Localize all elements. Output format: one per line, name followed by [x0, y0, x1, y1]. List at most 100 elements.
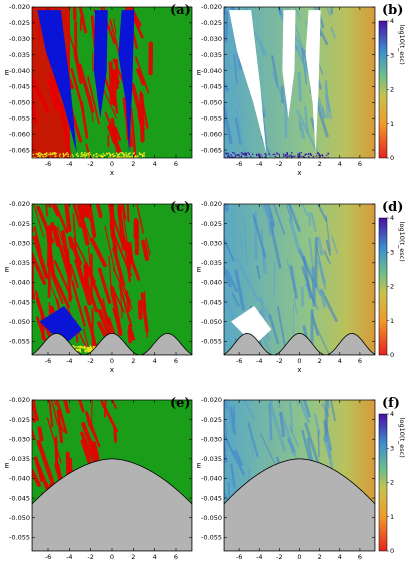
basin-yellow-dot [142, 154, 144, 157]
basin-red-streak [111, 400, 117, 409]
x-tick-label: 4 [153, 357, 157, 365]
escape-time-dot [230, 154, 232, 156]
y-tick-label: -0.045 [9, 494, 30, 502]
colorbar-label: log10(t_esc) [398, 222, 406, 262]
basin-red-streak [76, 204, 90, 246]
x-tick-label: -4 [66, 553, 72, 561]
basin-yellow-dot [112, 152, 115, 155]
basin-yellow-dot [38, 155, 40, 157]
panel-b: -6 -4 -2 0 2 4 6 -0.020 -0.025 -0.030 -0.035 -0.040… [197, 3, 406, 177]
basin-yellow-dot [69, 155, 71, 158]
escape-time-streak [300, 286, 305, 308]
escape-time-streak [321, 106, 326, 119]
basin-red-streak [64, 204, 72, 233]
escape-time-streak [284, 88, 288, 139]
escape-time-dot [327, 157, 329, 158]
basin-yellow-dot [76, 152, 78, 155]
escape-time-trapped-region [229, 10, 267, 154]
basin-yellow-dot [126, 156, 129, 158]
escape-time-dot [237, 154, 239, 156]
x-tick-label: 2 [131, 357, 135, 365]
basin-red-streak [51, 400, 59, 426]
basin-yellow-dot [87, 152, 89, 155]
basin-yellow-dot [39, 152, 41, 154]
y-tick-label: -0.055 [9, 114, 30, 122]
escape-time-dot [229, 156, 231, 158]
y-tick-label: -0.020 [201, 396, 222, 404]
escape-time-streak [243, 400, 255, 420]
basin-red-streak [92, 441, 100, 459]
x-tick-label: -4 [256, 553, 262, 561]
plot-area [32, 400, 192, 551]
escape-time-dot [244, 154, 246, 156]
plot-area [32, 204, 192, 355]
escape-time-dot [256, 154, 258, 156]
escape-time-streak [233, 449, 243, 466]
escape-time-dot [312, 157, 314, 158]
basin-red-streak [107, 204, 124, 246]
panel-label: (a) [170, 3, 191, 18]
escape-time-dot [300, 152, 302, 154]
escape-time-dot [312, 156, 315, 158]
escape-time-dot [324, 157, 327, 158]
basin-yellow-dot [51, 153, 53, 155]
escape-time-dot [226, 157, 228, 158]
escape-time-streak [252, 214, 267, 258]
basin-red-streak [97, 321, 108, 339]
escape-time-streak [235, 107, 247, 155]
x-tick-label: 6 [358, 357, 362, 365]
x-tick-label: -2 [87, 357, 93, 365]
x-tick-label: 6 [358, 160, 362, 168]
x-tick-label: 0 [110, 357, 114, 365]
y-tick-label: -0.020 [201, 3, 222, 11]
basin-yellow-dot [79, 351, 82, 353]
basin-red-streak [78, 7, 88, 34]
escape-time-dot [319, 156, 321, 158]
basin-yellow-dot [82, 155, 84, 157]
escape-time-streak [224, 99, 233, 145]
basin-yellow-dot [73, 346, 75, 348]
escape-time-streak [327, 204, 329, 205]
escape-time-streak [317, 259, 327, 285]
basin-yellow-dot [106, 152, 108, 155]
colorbar-label: log10(t_esc) [398, 25, 406, 65]
escape-time-dot [238, 153, 240, 156]
basin-yellow-dot [52, 152, 54, 154]
basin-red-streak [71, 280, 86, 327]
x-tick-label: -4 [256, 357, 262, 365]
escape-time-dot [291, 152, 293, 154]
escape-time-dot [264, 156, 267, 158]
y-tick-label: -0.055 [201, 533, 222, 541]
basin-red-streak [121, 204, 127, 220]
escape-time-streak [268, 313, 280, 345]
basin-red-streak [108, 255, 113, 297]
basin-yellow-dot [87, 348, 90, 350]
basin-red-streak [32, 93, 34, 100]
basin-yellow-dot [84, 345, 86, 348]
basin-yellow-dot [62, 155, 65, 157]
escape-time-streak [224, 291, 235, 318]
escape-time-dot [321, 154, 324, 156]
colorbar-tick-label: 4 [390, 410, 394, 418]
escape-time-dot [264, 153, 267, 155]
basin-yellow-dot [84, 152, 86, 154]
y-axis-label: E [5, 266, 9, 274]
y-tick-label: -0.040 [201, 475, 222, 483]
basin-red-streak [53, 204, 69, 234]
plot-area [32, 7, 192, 158]
basin-yellow-dot [55, 152, 57, 155]
y-tick-label: -0.025 [201, 416, 222, 424]
y-tick-label: -0.020 [201, 200, 222, 208]
basin-red-streak [33, 204, 45, 238]
basin-red-streak [72, 204, 82, 228]
basin-yellow-dot [137, 157, 139, 158]
basin-red-streak [48, 400, 54, 428]
basin-red-streak [129, 107, 137, 158]
x-tick-label: 6 [358, 553, 362, 561]
basin-red-streak [32, 468, 41, 487]
basin-yellow-dot [78, 350, 80, 352]
basin-red-streak [112, 247, 126, 287]
basin-red-streak [112, 308, 122, 334]
x-tick-label: 0 [110, 553, 114, 561]
basin-yellow-dot [132, 153, 134, 155]
